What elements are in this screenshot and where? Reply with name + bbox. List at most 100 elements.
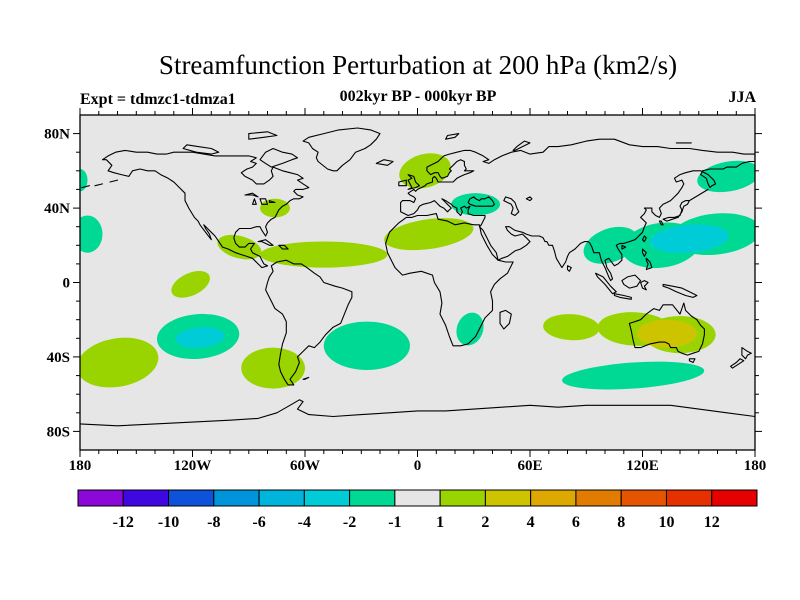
coastline-path <box>400 138 755 282</box>
colorbar-segment-2 <box>168 489 215 507</box>
lon-axis-label-0: 0 <box>414 458 422 474</box>
season-label: JJA <box>728 89 756 106</box>
coastline-path <box>688 188 709 202</box>
colorbar-segment-13 <box>665 489 713 507</box>
colorbar-label--6: -6 <box>252 514 265 531</box>
coastline-path <box>512 140 531 151</box>
coastline-path <box>662 283 698 298</box>
colorbar-label--8: -8 <box>207 514 220 531</box>
period-label: 002kyr BP - 000kyr BP <box>339 88 497 105</box>
colorbar-label--10: -10 <box>158 514 179 531</box>
colorbar-label-12: 12 <box>704 514 720 531</box>
anomaly-region-black-sea <box>451 193 500 216</box>
coastline-path <box>259 147 299 168</box>
coastline-path <box>445 133 460 140</box>
coastline-path <box>621 274 642 289</box>
coastline-path <box>182 144 220 155</box>
coastline-path <box>595 272 617 295</box>
anomaly-region-patagonia <box>241 347 305 389</box>
anomaly-region-sw-pacific <box>80 337 159 388</box>
coastline-path <box>628 302 705 356</box>
coastline-path <box>251 198 257 205</box>
coastline-path <box>641 235 647 243</box>
colorbar-segment-12 <box>620 489 667 507</box>
coastline-path <box>385 213 514 347</box>
colorbar-segment-5 <box>303 489 351 507</box>
lon-axis-label-180: 180 <box>69 458 92 474</box>
colorbar-segment-11 <box>575 489 622 507</box>
coastline-path <box>525 196 533 202</box>
anomaly-region-indian-ocean <box>543 314 600 341</box>
anomaly-region-eq-e-pacific <box>171 271 210 298</box>
lat-axis-label-0: 0 <box>63 276 71 292</box>
lat-axis-label-40N: 40N <box>44 201 70 217</box>
coastline-path <box>499 309 512 330</box>
colorbar-segment-3 <box>213 489 260 507</box>
lat-axis-label-40S: 40S <box>47 350 70 366</box>
colorbar-segment-8 <box>439 489 486 507</box>
anomaly-region-australia-core <box>636 319 697 348</box>
lon-axis-label-120W: 120W <box>174 458 212 474</box>
anomaly-region-s-africa <box>456 312 484 346</box>
coastline-path <box>730 358 745 369</box>
coastline-path <box>94 183 104 187</box>
coastline-path <box>302 127 381 172</box>
lon-axis-label-120E: 120E <box>626 458 659 474</box>
anomaly-region-us-east-coast <box>260 198 290 218</box>
coastline-path <box>248 131 278 140</box>
coastline-path <box>688 358 696 364</box>
colorbar-label--2: -2 <box>343 514 356 531</box>
colorbar-label-4: 4 <box>527 514 535 531</box>
lon-axis-label-60W: 60W <box>290 458 320 474</box>
coastline-path <box>81 185 90 189</box>
colorbar-label-8: 8 <box>617 514 625 531</box>
lon-axis-label-180: 180 <box>744 458 767 474</box>
experiment-label: Expt = tdmzc1-tdmza1 <box>80 91 236 108</box>
colorbar-label-1: 1 <box>436 514 444 531</box>
coastline-path <box>80 399 755 427</box>
lon-axis-label-60E: 60E <box>517 458 542 474</box>
anomaly-region-w-pacific-core <box>650 224 729 254</box>
coastline-path <box>566 265 572 272</box>
coastline-path <box>641 248 647 257</box>
colorbar-label--4: -4 <box>298 514 311 531</box>
coastline-path <box>613 293 632 300</box>
anomaly-region-north-africa <box>384 218 474 251</box>
coastline-path <box>302 376 310 380</box>
coastline-path <box>398 179 407 187</box>
lat-axis-label-80S: 80S <box>47 424 70 440</box>
coastline-path <box>244 192 259 198</box>
colorbar-label--12: -12 <box>113 514 134 531</box>
coastline-path <box>621 244 627 250</box>
colorbar-label--1: -1 <box>388 514 401 531</box>
coastline-path <box>265 259 353 386</box>
axis-ticks <box>73 108 762 457</box>
coastline-path <box>257 239 274 246</box>
colorbar-segment-7 <box>394 489 441 507</box>
coastline-path <box>268 200 276 204</box>
anomaly-region-tropical-atlantic <box>260 241 388 268</box>
coastline-path <box>259 198 269 205</box>
coastline-path <box>467 196 495 207</box>
plot-title: Streamfunction Perturbation at 200 hPa (… <box>158 50 678 80</box>
colorbar-label-6: 6 <box>572 514 580 531</box>
coastline-path <box>101 149 310 269</box>
colorbar-segment-14 <box>711 489 758 507</box>
coastlines <box>80 127 755 427</box>
coastline-path <box>741 347 752 360</box>
lat-axis-label-80N: 80N <box>44 127 70 143</box>
colorbar-label-10: 10 <box>658 514 674 531</box>
anomaly-region-bering-dateline-wrap <box>80 168 88 192</box>
colorbar-segment-4 <box>258 489 305 507</box>
colorbar-segment-1 <box>122 489 170 507</box>
colorbar-segment-6 <box>349 489 396 507</box>
coastline-path <box>658 220 664 226</box>
anomaly-region-se-pacific-core <box>175 326 225 348</box>
anomaly-region-c-pacific-dateline-wrap <box>80 215 103 253</box>
coastline-path <box>407 174 420 190</box>
anomaly-region-s-atlantic <box>323 321 410 370</box>
coastline-path <box>375 159 394 166</box>
coastline-path <box>109 179 119 183</box>
